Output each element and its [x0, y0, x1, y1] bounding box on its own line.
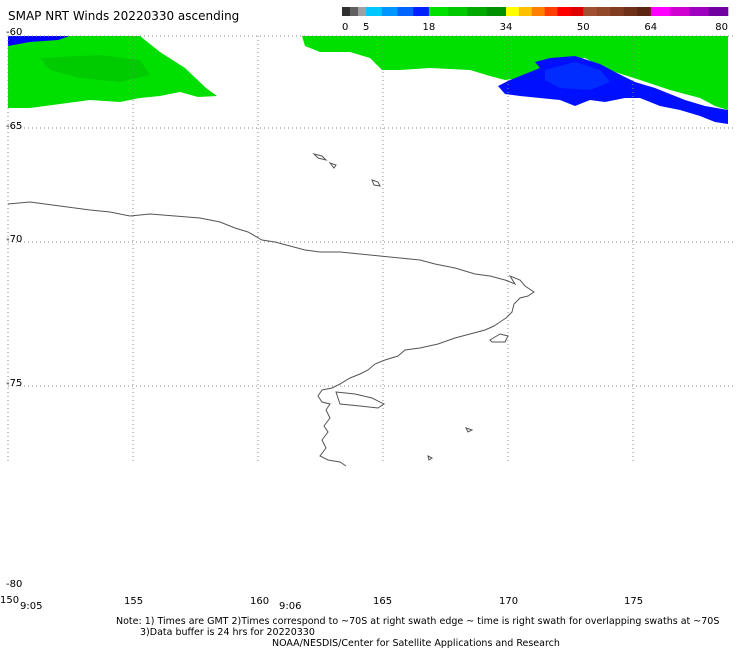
colorbar-label: 80	[715, 22, 728, 33]
lat-label-75: -75	[6, 378, 23, 389]
colorbar-swatch	[531, 7, 545, 16]
lon-label-155: 155	[124, 596, 144, 607]
colorbar-swatch	[637, 7, 652, 16]
note-line-1: Note: 1) Times are GMT 2)Times correspon…	[116, 616, 720, 627]
lon-label-165: 165	[373, 596, 393, 607]
colorbar-swatch	[596, 7, 611, 16]
colorbar-swatch	[486, 7, 507, 16]
colorbar-label: 50	[577, 22, 590, 33]
lat-label-80: -80	[6, 579, 23, 590]
colorbar-label: 5	[363, 22, 369, 33]
lon-label-160: 160	[250, 596, 270, 607]
island-d	[465, 427, 474, 433]
island-c	[371, 179, 381, 187]
colorbar-label: 34	[500, 22, 513, 33]
colorbar-swatch	[358, 7, 367, 16]
antarctic-coast	[7, 201, 535, 467]
island-e	[427, 455, 433, 461]
colorbar-swatch	[428, 7, 449, 16]
wind-swath-blue-west	[8, 36, 70, 46]
colorbar-swatch	[342, 7, 351, 16]
note-line-3: NOAA/NESDIS/Center for Satellite Applica…	[272, 638, 560, 649]
colorbar-swatch	[448, 7, 468, 16]
colorbar-label: 18	[422, 22, 435, 33]
colorbar-swatch	[350, 7, 359, 16]
colorbar-swatch	[413, 7, 430, 16]
colorbar-labels: 0 5 18 34 50 64 80	[342, 22, 728, 33]
wind-speed-colorbar: 0 5 18 34 50 64 80	[342, 7, 729, 33]
colorbar-swatch	[518, 7, 533, 16]
colorbar-swatch	[689, 7, 709, 16]
island-b	[328, 161, 337, 169]
colorbar-swatch	[708, 7, 729, 16]
colorbar-swatch	[610, 7, 625, 16]
wind-swath-green-east	[302, 36, 728, 110]
swath-time-1: 9:05	[20, 601, 43, 612]
graticule	[7, 35, 736, 462]
colorbar-swatch	[557, 7, 571, 16]
lon-label-175: 175	[624, 596, 644, 607]
colorbar-swatch	[381, 7, 398, 16]
colorbar-swatch	[366, 7, 383, 16]
coastline	[7, 153, 535, 467]
note-line-2: 3)Data buffer is 24 hrs for 20220330	[140, 627, 315, 638]
colorbar-swatch	[583, 7, 598, 16]
swath-time-2: 9:06	[279, 601, 302, 612]
map-title: SMAP NRT Winds 20220330 ascending	[8, 9, 240, 23]
island-a	[312, 153, 328, 161]
lat-label-70: -70	[6, 234, 23, 245]
colorbar-swatch	[670, 7, 690, 16]
colorbar-swatch	[544, 7, 558, 16]
colorbar-swatch	[397, 7, 414, 16]
lon-label-150: 150	[0, 595, 20, 606]
colorbar-label: 0	[342, 22, 348, 33]
wind-swath-blue-east-core	[545, 62, 610, 90]
colorbar-swatch	[623, 7, 638, 16]
lat-label-65: -65	[6, 121, 23, 132]
lat-label-60: -60	[6, 27, 23, 38]
colorbar-swatch	[467, 7, 488, 16]
ice-shelf-strip	[335, 391, 385, 409]
colorbar-swatches	[342, 7, 729, 16]
lon-label-170: 170	[499, 596, 519, 607]
colorbar-label: 64	[644, 22, 657, 33]
colorbar-swatch	[650, 7, 671, 16]
wind-swath-darkgreen-west	[40, 55, 150, 82]
ross-ice-shelf-edge	[489, 333, 509, 343]
colorbar-swatch	[506, 7, 520, 16]
colorbar-swatch	[570, 7, 584, 16]
